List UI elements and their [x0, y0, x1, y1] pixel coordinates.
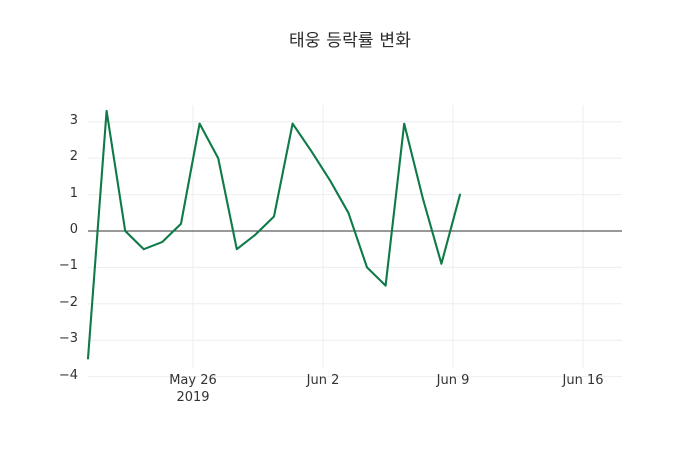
y-tick-label: 0 [69, 222, 78, 237]
y-tick-label: 3 [69, 112, 78, 128]
y-tick-label: −1 [58, 258, 78, 274]
x-tick-label-primary: Jun 16 [562, 373, 604, 388]
x-tick-label: May 26 2019 [133, 372, 253, 406]
chart-title: 태웅 등락률 변화 [288, 31, 412, 51]
data-series-line [86, 109, 462, 360]
y-tick-label: −2 [58, 294, 78, 310]
x-tick-label: Jun 16 [523, 372, 643, 389]
y-tick-label: −4 [58, 367, 78, 383]
x-tick-label-primary: Jun 2 [306, 373, 340, 388]
x-tick-label: Jun 9 [393, 372, 513, 389]
x-tick-label-secondary: 2019 [176, 390, 210, 405]
y-tick-label: −3 [58, 331, 78, 347]
y-tick-label: 1 [69, 185, 78, 201]
y-tick-label: 2 [69, 149, 78, 165]
y-gridlines [88, 121, 622, 378]
x-gridlines [192, 105, 584, 368]
x-tick-label-primary: May 26 [169, 373, 217, 388]
x-tick-label-primary: Jun 9 [436, 373, 470, 388]
x-tick-label: Jun 2 [263, 372, 383, 389]
